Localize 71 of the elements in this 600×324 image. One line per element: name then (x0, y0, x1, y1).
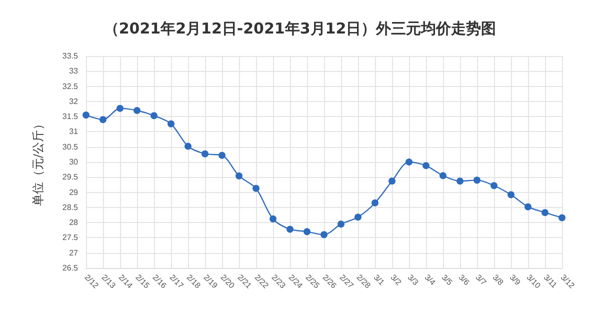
x-tick-label: 2/27 (338, 272, 356, 291)
point (184, 142, 192, 150)
point (440, 172, 446, 180)
point (218, 152, 226, 159)
point (338, 220, 344, 228)
point (320, 231, 328, 238)
point (82, 112, 90, 119)
point (456, 178, 464, 185)
point (236, 172, 242, 180)
point (474, 176, 480, 184)
y-tick-label: 30.5 (62, 142, 79, 152)
x-tick-label: 2/17 (168, 272, 186, 291)
point (252, 184, 260, 192)
x-tick-label: 2/25 (304, 272, 322, 291)
point (524, 203, 532, 210)
x-tick-label: 3/11 (542, 272, 560, 290)
x-tick-label: 3/10 (524, 272, 543, 291)
y-tick-label: 31.5 (62, 112, 79, 122)
chart-title: （2021年2月12日-2021年3月12日）外三元均价走势图 (104, 20, 496, 38)
point (304, 228, 310, 236)
point (116, 104, 124, 112)
x-tick-label: 3/8 (490, 272, 506, 288)
point (558, 214, 566, 222)
x-tick-label: 3/1 (372, 272, 386, 288)
point (406, 158, 412, 166)
x-tick-label: 2/20 (218, 272, 237, 291)
point (508, 191, 514, 198)
x-tick-label: 2/24 (286, 272, 305, 291)
y-tick-label: 27.5 (62, 233, 79, 242)
y-tick-label: 30 (69, 158, 79, 166)
point (422, 162, 430, 170)
x-tick-label: 3/4 (422, 272, 438, 288)
point (372, 199, 378, 206)
x-tick-label: 3/6 (456, 272, 472, 288)
x-tick-label: 2/15 (134, 272, 152, 291)
x-tick-label: 2/23 (270, 272, 288, 291)
y-tick-label: 28 (69, 218, 79, 228)
y-tick-label: 32 (69, 96, 79, 106)
point (100, 116, 106, 124)
x-tick-label: 3/9 (508, 272, 522, 288)
point (388, 178, 396, 185)
y-tick-label: 26.5 (62, 264, 79, 272)
y-axis-title: 单位（元/公斤） (31, 118, 45, 206)
point (168, 120, 174, 128)
y-tick-label: 33 (69, 66, 79, 76)
x-tick-label: 3/5 (440, 272, 454, 288)
x-tick-label: 2/18 (184, 272, 203, 291)
y-tick-label: 28.5 (62, 202, 79, 212)
point (286, 226, 294, 233)
x-tick-label: 2/19 (202, 272, 220, 291)
x-tick-label: 3/7 (474, 272, 488, 288)
x-tick-label: 3/3 (406, 272, 420, 288)
x-tick-label: 2/26 (320, 272, 339, 291)
y-tick-label: 31 (69, 127, 79, 136)
y-tick-label: 27 (69, 248, 79, 258)
y-tick-label: 29.5 (62, 172, 79, 182)
point (150, 112, 158, 120)
point (542, 209, 548, 216)
x-tick-label: 2/13 (100, 272, 118, 291)
x-tick-label: 2/28 (354, 272, 373, 291)
point (354, 214, 362, 221)
point (490, 182, 498, 190)
point (202, 150, 208, 158)
x-tick-label: 2/14 (116, 272, 135, 291)
point (134, 107, 140, 114)
y-tick-label: 33.5 (62, 52, 79, 60)
y-tick-label: 32.5 (62, 82, 79, 91)
y-tick-label: 29 (69, 188, 79, 197)
point (270, 215, 276, 222)
x-tick-label: 2/16 (150, 272, 169, 291)
x-tick-label: 3/2 (388, 272, 404, 288)
